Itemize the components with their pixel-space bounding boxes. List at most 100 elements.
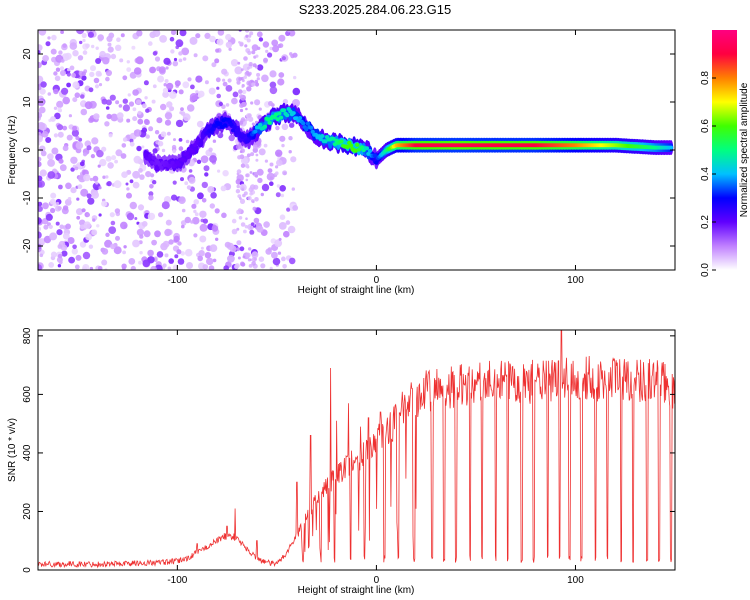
spectrogram-ridge-cell — [275, 117, 280, 122]
spectrogram-noise-blob — [189, 36, 198, 45]
spectrogram-noise-blob — [66, 72, 71, 77]
spectrogram-noise-blob — [51, 34, 57, 41]
spectrogram-noise-blob — [245, 118, 248, 122]
spectrogram-noise-blob — [67, 68, 71, 72]
spectrogram-noise-blob — [115, 44, 122, 51]
spectrogram-ridge-cell — [281, 108, 287, 113]
spectrogram-noise-blob — [225, 33, 232, 41]
spectrogram-noise-blob — [256, 77, 260, 81]
spectrogram-noise-blob — [251, 50, 256, 55]
spectrogram-noise-blob — [167, 131, 171, 136]
spectrogram-noise-blob — [105, 76, 110, 82]
spectrogram-noise-blob — [278, 34, 286, 42]
spectrogram-noise-blob — [184, 181, 189, 186]
spectrogram-noise-blob — [231, 218, 237, 224]
spectrogram-noise-blob — [289, 52, 293, 56]
spectrogram-noise-blob — [156, 251, 164, 258]
spectrogram-ridge-cell — [262, 124, 268, 129]
spectrogram-noise-blob — [152, 180, 157, 185]
spectrogram-noise-blob — [231, 228, 238, 235]
spectrogram-noise-blob — [216, 38, 224, 46]
spectrogram-noise-blob — [148, 41, 153, 46]
spectrogram-noise-blob — [292, 205, 299, 211]
spectrogram-noise-blob — [239, 108, 244, 113]
spectrogram-noise-blob — [104, 121, 110, 127]
spectrogram-ridge-cell — [181, 158, 186, 163]
spectrogram-noise-blob — [279, 135, 286, 142]
spectrogram-noise-blob — [173, 235, 180, 243]
spectrogram-noise-blob — [80, 108, 88, 116]
spectrogram-noise-blob — [162, 87, 169, 94]
spectrogram-noise-blob — [39, 88, 46, 95]
spectrogram-noise-blob — [238, 216, 243, 220]
spectrogram-noise-blob — [261, 74, 269, 83]
spectrogram-noise-blob — [254, 99, 261, 106]
spectrogram-noise-blob — [176, 249, 182, 255]
spectrogram-ridge-cell — [267, 120, 272, 125]
colorbar-gradient — [712, 30, 737, 270]
spectrogram-noise-blob — [269, 266, 273, 270]
spectrogram-noise-blob — [202, 218, 208, 224]
snr-y-tick-label: 200 — [22, 503, 33, 520]
spectrogram-ridge-cell — [191, 150, 196, 154]
spectrogram-noise-blob — [288, 136, 293, 141]
spectrogram-noise-blob — [239, 197, 242, 200]
spectrogram-noise-blob — [193, 209, 197, 214]
spectrogram-noise-blob — [110, 113, 119, 122]
snr-series-line — [38, 330, 675, 569]
spectrogram-noise-blob — [150, 265, 157, 270]
spectrogram-ridge-cell — [146, 157, 151, 161]
spectrogram-y-tick-label: -10 — [22, 190, 33, 205]
spectrogram-noise-blob — [214, 208, 220, 214]
spectrogram-noise-blob — [116, 112, 124, 119]
spectrogram-noise-blob — [81, 101, 85, 105]
spectrogram-noise-blob — [82, 38, 86, 43]
colorbar-tick-label: 0.8 — [700, 71, 711, 85]
spectrogram-ridge-cell — [285, 113, 290, 118]
spectrogram-noise-blob — [221, 68, 228, 75]
spectrogram-noise-blob — [157, 75, 165, 83]
spectrogram-noise-blob — [60, 244, 68, 251]
spectrogram-noise-blob — [107, 42, 112, 47]
spectrogram-ridge-cell — [199, 140, 204, 145]
spectrogram-noise-blob — [180, 107, 184, 112]
spectrogram-ridge-cell — [374, 160, 379, 165]
spectrogram-noise-blob — [61, 87, 69, 95]
spectrogram-noise-blob — [72, 50, 79, 57]
spectrogram-noise-blob — [45, 213, 53, 221]
spectrogram-noise-blob — [253, 184, 259, 190]
spectrogram-noise-blob — [278, 222, 287, 230]
spectrogram-noise-blob — [246, 38, 251, 43]
spectrogram-noise-blob — [251, 257, 257, 262]
spectrogram-noise-blob — [160, 103, 167, 111]
spectrogram-noise-blob — [88, 244, 94, 249]
spectrogram-noise-blob — [122, 250, 126, 255]
spectrogram-noise-blob — [149, 66, 157, 74]
spectrogram-noise-blob — [69, 65, 75, 71]
spectrogram-noise-blob — [191, 203, 197, 209]
spectrogram-noise-blob — [250, 152, 255, 157]
spectrogram-noise-blob — [145, 134, 150, 139]
spectrogram-noise-blob — [98, 186, 102, 190]
snr-x-axis-label: Height of straight line (km) — [298, 585, 415, 596]
spectrogram-noise-blob — [255, 153, 259, 157]
spectrogram-noise-blob — [76, 208, 83, 216]
colorbar-tick-label: 0.4 — [700, 167, 711, 181]
spectrogram-noise-blob — [129, 138, 134, 143]
spectrogram-noise-blob — [272, 257, 281, 266]
spectrogram-noise-blob — [75, 135, 80, 141]
spectrogram-noise-blob — [217, 169, 221, 173]
spectrogram-noise-blob — [248, 264, 253, 268]
spectrogram-noise-blob — [58, 184, 63, 190]
spectrogram-noise-blob — [66, 134, 73, 141]
spectrogram-noise-blob — [38, 181, 43, 188]
spectrogram-noise-blob — [57, 107, 62, 112]
spectrogram-noise-blob — [56, 100, 64, 108]
spectrogram-noise-blob — [238, 89, 243, 94]
spectrogram-noise-blob — [60, 30, 64, 34]
spectrogram-noise-blob — [113, 246, 122, 255]
spectrogram-ridge-cell — [355, 142, 360, 147]
spectrogram-noise-blob — [282, 170, 288, 176]
spectrogram-noise-blob — [235, 189, 241, 194]
